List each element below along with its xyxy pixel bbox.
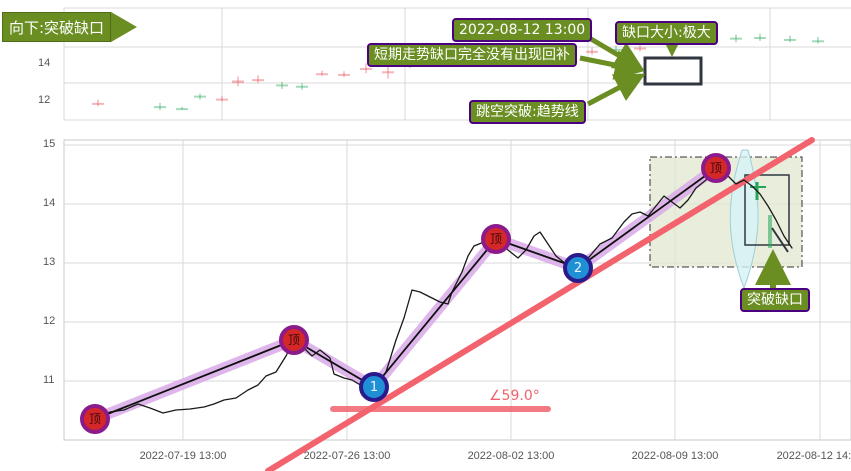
gap-size-label: 缺口大小:极大 [615, 21, 718, 45]
overview-candle-body [784, 38, 796, 41]
marker-label: 1 [370, 380, 378, 395]
price-line [94, 167, 793, 420]
main-x-tick: 2022-08-09 13:00 [631, 450, 719, 462]
datetime-label: 2022-08-12 13:00 [452, 18, 593, 42]
annotation-arrow-c [586, 73, 646, 107]
main-y-tick: 13 [43, 256, 56, 268]
direction-banner-label: 向下:突破缺口 [9, 18, 105, 37]
overview-y-tick: 12 [38, 94, 51, 106]
overview-candle-body [296, 85, 308, 88]
overview-candle-body [812, 40, 824, 43]
overview-candle-body [360, 67, 372, 70]
main-y-tick: 15 [43, 138, 56, 150]
breakout-gap-label: 突破缺口 [740, 288, 810, 312]
overview-candle-body [754, 36, 766, 39]
overview-candle-body [338, 73, 350, 76]
marker-label: 顶 [288, 333, 300, 347]
peak-marker[interactable]: 顶 [279, 325, 309, 355]
marker-label: 顶 [89, 412, 101, 426]
overview-candle-body [154, 106, 166, 109]
main-y-tick: 11 [43, 374, 55, 386]
main-x-tick: 2022-07-26 13:00 [303, 450, 391, 462]
marker-circle [279, 325, 309, 355]
overview-candle-body [194, 95, 206, 98]
marker-circle [481, 224, 511, 254]
angle-annotation: ∠59.0° [489, 388, 540, 404]
marker-label: 顶 [710, 161, 722, 175]
overview-candle-body [276, 84, 288, 87]
overview-y-tick: 14 [38, 57, 51, 69]
main-x-tick: 2022-08-12 14:00 [776, 450, 851, 462]
marker-label: 2 [574, 261, 582, 276]
direction-banner-arrow [111, 12, 138, 42]
overview-candle-body [730, 37, 742, 40]
trendline [265, 137, 815, 471]
marker-circle [80, 404, 110, 434]
no-fill-label: 短期走势缺口完全没有出现回补 [367, 43, 577, 67]
main-y-tick: 14 [43, 197, 56, 209]
direction-banner-body: 向下:突破缺口 [2, 12, 112, 42]
overview-candle-body [382, 71, 394, 74]
pivot-marker[interactable]: 1 [359, 372, 389, 402]
overview-candle-body [216, 98, 228, 101]
overview-candle-body [176, 108, 188, 111]
marker-circle [701, 153, 731, 183]
peak-marker[interactable]: 顶 [701, 153, 731, 183]
pivot-marker[interactable]: 2 [563, 253, 593, 283]
marker-label: 顶 [490, 232, 502, 246]
overview-candle-body [316, 73, 328, 76]
overview-candle-body [252, 79, 264, 82]
peak-marker[interactable]: 顶 [481, 224, 511, 254]
gap-box [643, 56, 703, 86]
overview-candle-body [232, 80, 244, 84]
annotation-arrow-b [579, 50, 645, 80]
overview-candle-body [634, 47, 646, 50]
marker-circle [563, 253, 593, 283]
gap-breakout-label: 跳空突破:趋势线 [469, 100, 586, 124]
overview-grid [63, 7, 851, 121]
main-x-tick: 2022-07-19 13:00 [139, 450, 227, 462]
main-y-tick: 12 [43, 315, 56, 327]
overview-candle-body [92, 102, 104, 105]
zigzag-core-line [94, 167, 717, 420]
peak-marker[interactable]: 顶 [80, 404, 110, 434]
main-x-tick: 2022-08-02 13:00 [467, 450, 555, 462]
zoom-candle-box [744, 174, 790, 246]
marker-circle [359, 372, 389, 402]
direction-banner: 向下:突破缺口 [2, 12, 138, 42]
overview-candle-body [586, 50, 598, 53]
